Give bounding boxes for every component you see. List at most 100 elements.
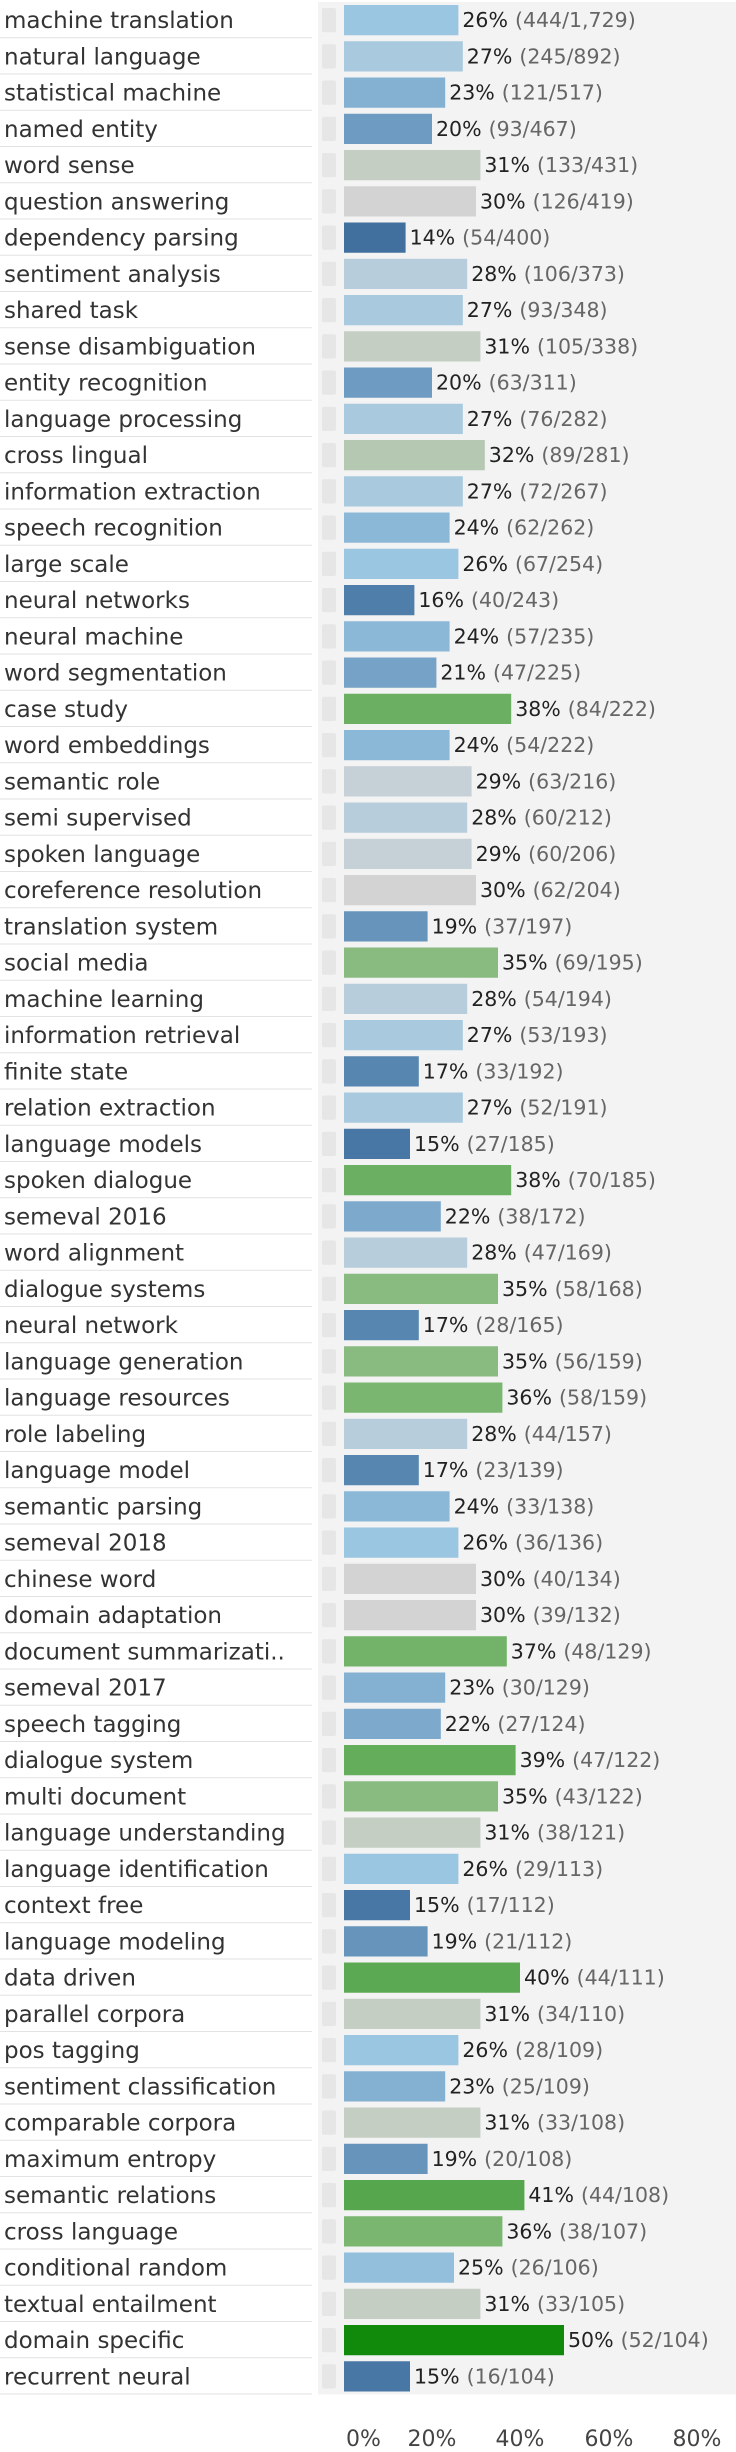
bar <box>344 295 463 326</box>
bar-value-label: 19% (37/197) <box>432 914 573 938</box>
row-label: speech recognition <box>4 516 223 542</box>
chart-row: social media 35% (69/195) <box>0 944 736 981</box>
bar-percent: 50% <box>568 2328 614 2352</box>
row-label: word alignment <box>4 1241 184 1267</box>
row-label: speech tagging <box>4 1712 181 1738</box>
bar-percent: 30% <box>480 1567 526 1591</box>
bar-value-label: 32% (89/281) <box>489 443 630 467</box>
bar-percent: 25% <box>458 2256 504 2280</box>
bar-value-label: 24% (57/235) <box>454 624 595 648</box>
chart-row: semantic parsing 24% (33/138) <box>0 1488 736 1525</box>
chart-row: translation system 19% (37/197) <box>0 908 736 945</box>
row-marker-icon <box>322 624 336 649</box>
x-tick-label: 0% <box>346 2427 381 2452</box>
bar <box>344 766 472 797</box>
chart-row: machine learning 28% (54/194) <box>0 980 736 1017</box>
row-marker-icon <box>322 1856 336 1881</box>
row-marker-icon <box>322 2038 336 2063</box>
bar-fraction: (84/222) <box>568 697 656 721</box>
chart-row: neural network 17% (28/165) <box>0 1307 736 1344</box>
bar-value-label: 24% (62/262) <box>454 516 595 540</box>
bar <box>344 1600 476 1631</box>
bar-percent: 27% <box>467 1096 513 1120</box>
bar-fraction: (33/138) <box>506 1494 594 1518</box>
row-label: semeval 2017 <box>4 1676 167 1702</box>
row-label: semantic relations <box>4 2183 216 2209</box>
bar-fraction: (38/107) <box>559 2219 647 2243</box>
row-marker-icon <box>322 588 336 613</box>
chart-row: cross lingual 32% (89/281) <box>0 437 736 474</box>
bar-fraction: (72/267) <box>519 479 607 503</box>
bar-fraction: (43/122) <box>555 1784 643 1808</box>
row-marker-icon <box>322 2001 336 2026</box>
bar-value-label: 28% (54/194) <box>471 987 612 1011</box>
row-marker-icon <box>322 2110 336 2135</box>
bar <box>344 1890 410 1921</box>
row-marker-icon <box>322 1603 336 1628</box>
bar-percent: 31% <box>484 334 530 358</box>
bar-value-label: 22% (38/172) <box>445 1204 586 1228</box>
row-marker-icon <box>322 1349 336 1374</box>
bar-fraction: (63/311) <box>489 371 577 395</box>
bar <box>344 657 437 688</box>
bar-percent: 31% <box>484 153 530 177</box>
bar-value-label: 24% (33/138) <box>454 1494 595 1518</box>
bar-percent: 27% <box>467 479 513 503</box>
row-marker-icon <box>322 914 336 939</box>
row-label: language processing <box>4 407 242 433</box>
bar-fraction: (48/129) <box>563 1639 651 1663</box>
bar-fraction: (47/122) <box>572 1748 660 1772</box>
bar-fraction: (54/194) <box>524 987 612 1011</box>
bar-value-label: 37% (48/129) <box>511 1639 652 1663</box>
row-marker-icon <box>322 1965 336 1990</box>
bar-value-label: 23% (25/109) <box>449 2074 590 2098</box>
bar <box>344 838 472 869</box>
chart-row: multi document 35% (43/122) <box>0 1778 736 1815</box>
row-marker-icon <box>322 1711 336 1736</box>
row-marker-icon <box>322 1131 336 1156</box>
row-marker-icon <box>322 2219 336 2244</box>
row-marker-icon <box>322 1494 336 1519</box>
bar-value-label: 39% (47/122) <box>520 1748 661 1772</box>
bar <box>344 2035 459 2066</box>
bar-value-label: 35% (43/122) <box>502 1784 643 1808</box>
row-label: spoken language <box>4 842 200 868</box>
bar-value-label: 26% (36/136) <box>462 1531 603 1555</box>
chart-row: comparable corpora 31% (33/108) <box>0 2104 736 2141</box>
row-label: conditional random <box>4 2256 227 2282</box>
bar-percent: 19% <box>432 914 478 938</box>
bar <box>344 1128 410 1159</box>
chart-row: finite state 17% (33/192) <box>0 1053 736 1090</box>
x-tick-label: 80% <box>673 2427 722 2452</box>
bar-value-label: 29% (60/206) <box>476 842 617 866</box>
bar <box>344 1092 463 1123</box>
bar-value-label: 40% (44/111) <box>524 1966 665 1990</box>
bar-fraction: (69/195) <box>555 951 643 975</box>
row-marker-icon <box>322 1893 336 1918</box>
bar-percent: 17% <box>423 1059 469 1083</box>
bar-value-label: 41% (44/108) <box>528 2183 669 2207</box>
bar <box>344 1708 441 1739</box>
row-label: dependency parsing <box>4 226 239 252</box>
row-label: machine translation <box>4 8 234 34</box>
row-marker-icon <box>322 841 336 866</box>
bar-percent: 39% <box>520 1748 566 1772</box>
chart-row: dependency parsing 14% (54/400) <box>0 219 736 256</box>
bar-percent: 30% <box>480 1603 526 1627</box>
bar-value-label: 31% (34/110) <box>484 2002 625 2026</box>
bar-value-label: 27% (93/348) <box>467 298 608 322</box>
bar-fraction: (57/235) <box>506 624 594 648</box>
bar-value-label: 36% (58/159) <box>506 1386 647 1410</box>
bar-value-label: 14% (54/400) <box>410 226 551 250</box>
bar-value-label: 21% (47/225) <box>440 661 581 685</box>
bar-fraction: (133/431) <box>537 153 638 177</box>
row-marker-icon <box>322 1421 336 1446</box>
row-label: neural networks <box>4 588 190 614</box>
bar-percent: 31% <box>484 2111 530 2135</box>
chart-row: statistical machine 23% (121/517) <box>0 74 736 111</box>
bar-percent: 17% <box>423 1458 469 1482</box>
bar <box>344 1201 441 1232</box>
bar <box>344 1491 450 1522</box>
chart-row: natural language 27% (245/892) <box>0 38 736 75</box>
bar-value-label: 27% (76/282) <box>467 407 608 431</box>
